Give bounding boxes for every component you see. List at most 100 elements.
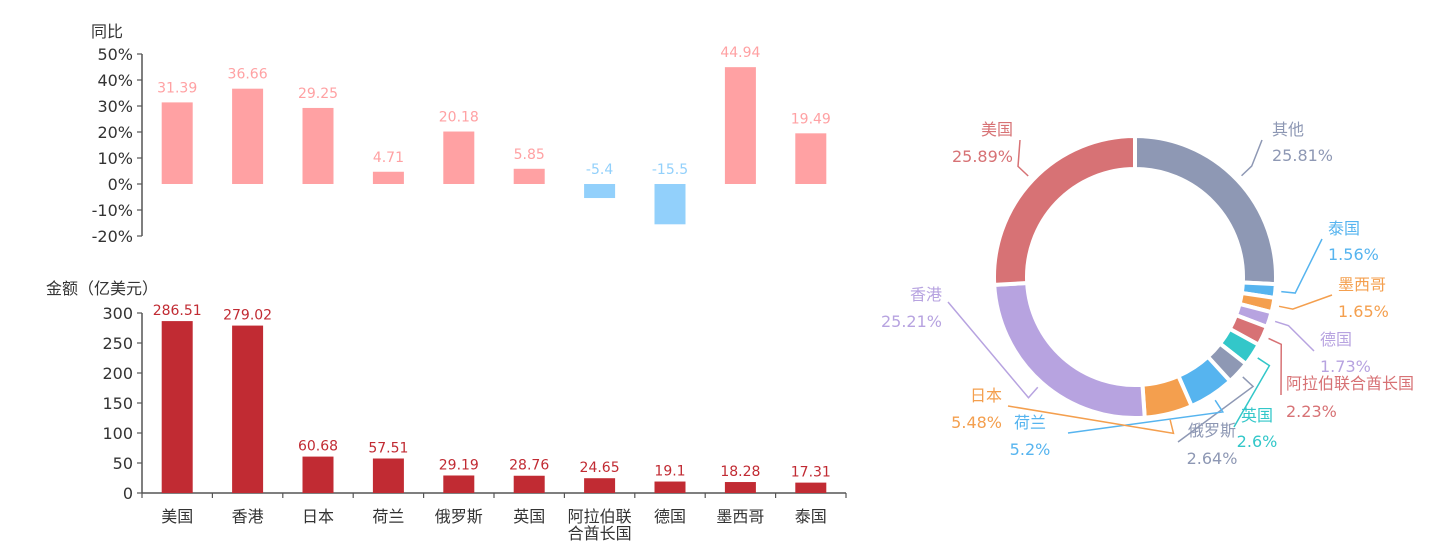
category-label: 美国 [161, 507, 193, 526]
amount-bar [724, 482, 756, 493]
category-label: 英国 [513, 507, 545, 526]
amount-value-label: 29.19 [439, 457, 479, 473]
donut-slice-percent: 25.21% [881, 312, 942, 331]
yoy-axis-title: 同比 [91, 22, 123, 41]
yoy-value-label: 19.49 [791, 111, 831, 127]
donut-slice-percent: 2.23% [1286, 402, 1337, 421]
amount-bar [795, 482, 827, 493]
yoy-y-tick-label: 10% [97, 149, 133, 168]
donut-slice-percent: 25.81% [1272, 146, 1333, 165]
yoy-bar [161, 102, 193, 184]
yoy-bar [584, 184, 616, 199]
donut-slice-name: 日本 [970, 386, 1002, 405]
yoy-y-tick-label: 0% [108, 175, 133, 194]
yoy-y-tick-label: 30% [97, 97, 133, 116]
category-label: 阿拉伯联 [568, 507, 632, 526]
donut-slice-percent: 1.65% [1338, 302, 1389, 321]
share-donut-chart: 其他 25.81% 泰国 1.56% 墨西哥 1.65% 德国 1.73%阿拉伯联合酋长国 2.… [881, 120, 1414, 468]
donut-slice-percent: 1.73% [1320, 357, 1371, 376]
amount-y-tick-label: 0 [123, 484, 133, 503]
yoy-value-label: 44.94 [720, 45, 760, 61]
amount-bar [302, 456, 334, 493]
yoy-value-label: -15.5 [652, 162, 688, 178]
donut-slice [992, 281, 1147, 420]
amount-value-label: 28.76 [509, 458, 549, 474]
donut-leader-line [1007, 405, 1175, 435]
donut-slice-percent: 2.64% [1187, 449, 1238, 468]
category-label: 香港 [232, 507, 264, 526]
yoy-y-tick-label: -10% [92, 201, 133, 220]
donut-slice-percent: 5.2% [1010, 440, 1051, 459]
amount-y-tick-label: 150 [102, 394, 133, 413]
yoy-value-label: 5.85 [514, 147, 545, 163]
yoy-y-tick-label: 40% [97, 71, 133, 90]
category-label: 德国 [654, 507, 686, 526]
amount-value-label: 286.51 [153, 303, 202, 319]
amount-value-label: 18.28 [720, 464, 760, 480]
donut-slice-name: 阿拉伯联合酋长国 [1286, 374, 1414, 393]
yoy-bar [513, 168, 545, 184]
amount-value-label: 279.02 [223, 308, 272, 324]
yoy-bar [654, 184, 686, 225]
amount-value-label: 57.51 [368, 440, 408, 456]
donut-leader-line [1241, 139, 1263, 177]
yoy-value-label: 29.25 [298, 86, 338, 102]
yoy-value-label: 20.18 [439, 110, 479, 126]
yoy-value-label: 36.66 [228, 67, 268, 83]
donut-slice-name: 英国 [1241, 406, 1273, 425]
donut-leader-line [1177, 376, 1255, 443]
category-label: 泰国 [795, 507, 827, 526]
category-label: 日本 [302, 507, 334, 526]
yoy-bar [724, 67, 756, 184]
category-label: 俄罗斯 [435, 507, 483, 526]
donut-leader-line [1067, 399, 1225, 434]
yoy-y-tick-label: -20% [92, 227, 133, 246]
donut-slice-name: 美国 [981, 120, 1013, 139]
yoy-bar [795, 133, 827, 184]
donut-slice-name: 泰国 [1328, 219, 1360, 238]
amount-bar [654, 481, 686, 493]
yoy-bar [443, 131, 475, 184]
amount-value-label: 24.65 [580, 460, 620, 476]
amount-y-tick-label: 300 [102, 304, 133, 323]
amount-axis-title: 金额（亿美元） [46, 279, 158, 298]
donut-leader-line [1233, 357, 1271, 428]
amount-bar [372, 458, 404, 493]
yoy-value-label: 31.39 [157, 80, 197, 96]
yoy-value-label: 4.71 [373, 150, 404, 166]
amount-value-label: 19.1 [654, 464, 685, 480]
amount-y-tick-label: 200 [102, 364, 133, 383]
donut-slice-name: 荷兰 [1014, 413, 1046, 432]
yoy-y-tick-label: 20% [97, 123, 133, 142]
donut-slice-percent: 5.48% [951, 413, 1002, 432]
donut-leader-line [1274, 320, 1315, 352]
amount-bar [443, 475, 475, 493]
donut-leader-line [1017, 139, 1029, 177]
category-label: 墨西哥 [716, 507, 764, 526]
amount-bar [584, 478, 616, 493]
donut-leader-line [1268, 337, 1283, 396]
yoy-bar [302, 107, 334, 184]
donut-slice-name: 德国 [1320, 330, 1352, 349]
category-label: 荷兰 [372, 507, 404, 526]
donut-slice-percent: 25.89% [952, 147, 1013, 166]
donut-slice-name: 香港 [910, 285, 942, 304]
amount-value-label: 17.31 [791, 465, 831, 481]
amount-bar [513, 475, 545, 493]
donut-slice-name: 墨西哥 [1338, 275, 1386, 294]
amount-bar [161, 321, 193, 493]
amount-y-tick-label: 100 [102, 424, 133, 443]
donut-slice-name: 俄罗斯 [1188, 421, 1236, 440]
amount-value-label: 60.68 [298, 439, 338, 455]
donut-leader-line [1281, 238, 1323, 294]
amount-bar-chart: 金额（亿美元） 300 250 200 150 100 50 0 286.51 美国 279.02 香… [46, 279, 847, 543]
yoy-y-tick-label: 50% [97, 45, 133, 64]
donut-slice-name: 其他 [1272, 120, 1304, 139]
amount-y-tick-label: 250 [102, 334, 133, 353]
donut-leader-line [947, 301, 1039, 399]
amount-bar [232, 325, 264, 493]
yoy-value-label: -5.4 [586, 162, 613, 178]
donut-slice-percent: 2.6% [1237, 432, 1278, 451]
yoy-bar-chart: 同比 50% 40% 30% 20% 10% 0% -10% -20% 31.39 36.66 29.… [91, 22, 831, 246]
